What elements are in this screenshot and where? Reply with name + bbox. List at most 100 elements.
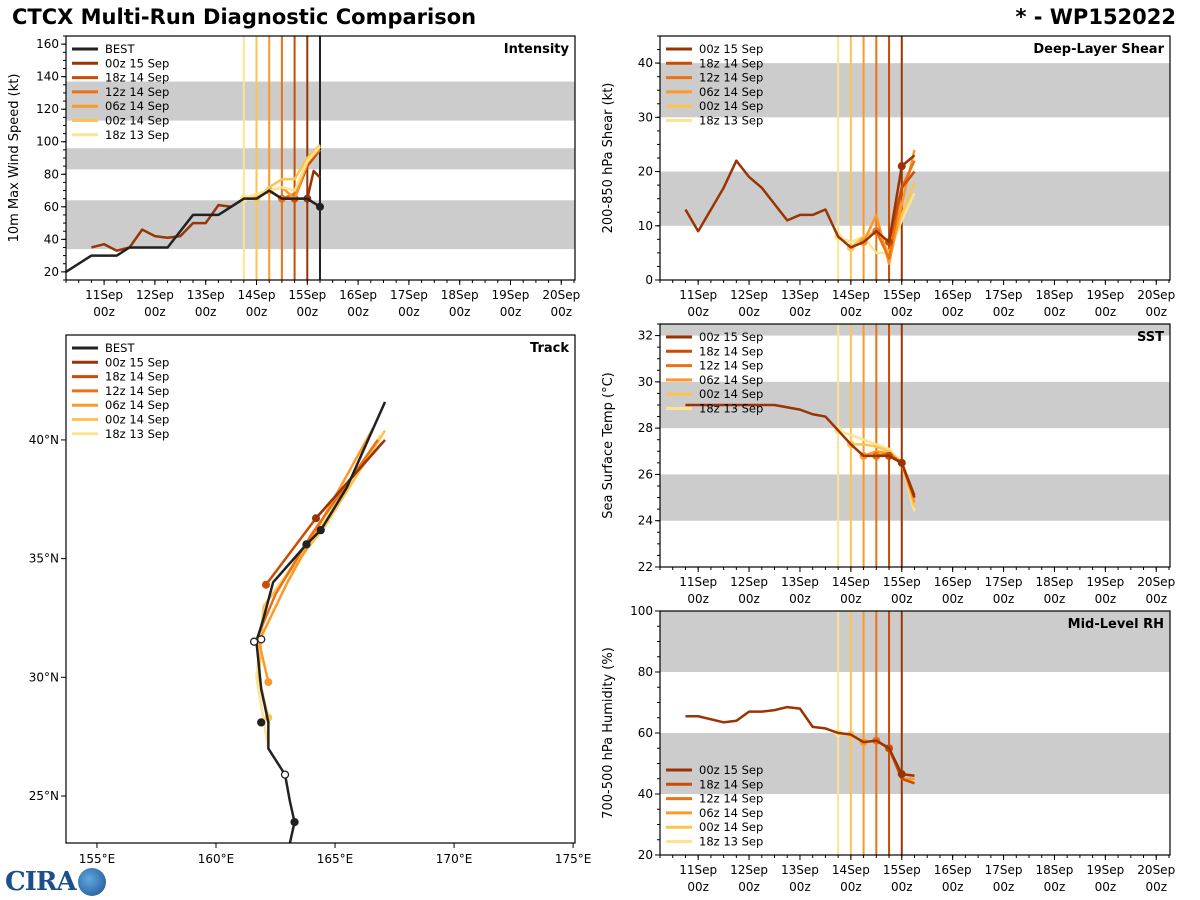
x-tick-hour: 00z bbox=[840, 592, 862, 606]
x-tick-hour: 00z bbox=[789, 305, 811, 319]
x-tick-hour: 00z bbox=[500, 305, 522, 319]
y-tick-label: 80 bbox=[44, 167, 59, 181]
legend-label: 18z 14 Sep bbox=[699, 777, 763, 791]
x-tick-hour: 00z bbox=[550, 305, 572, 319]
x-tick-label: 17Sep bbox=[985, 863, 1023, 877]
threshold-band bbox=[660, 171, 1170, 226]
series-line-00z-14-Sep bbox=[255, 144, 321, 200]
plot-area bbox=[249, 401, 387, 843]
x-tick-label: 14Sep bbox=[238, 288, 276, 302]
x-tick-label: 16Sep bbox=[934, 863, 972, 877]
y-tick-label: 32 bbox=[638, 329, 653, 343]
sst-panel: 22 24 26 28 30 32 11Sep 00z 12Sep 00z 13Sep 00z 14Se… bbox=[601, 323, 1175, 606]
y-axis-label: 700-500 hPa Humidity (%) bbox=[601, 647, 616, 819]
y-tick-label: 25°N bbox=[29, 789, 59, 803]
legend-label: 18z 13 Sep bbox=[105, 427, 169, 441]
x-tick-hour: 00z bbox=[891, 880, 913, 894]
x-tick-label: 19Sep bbox=[1086, 863, 1124, 877]
x-tick-label: 14Sep bbox=[832, 575, 870, 589]
logo-text: CIRA bbox=[5, 867, 77, 897]
best-track-point bbox=[302, 540, 311, 549]
legend-label: 12z 14 Sep bbox=[699, 359, 763, 373]
legend-label: 18z 13 Sep bbox=[105, 128, 169, 142]
x-tick-hour: 00z bbox=[738, 592, 760, 606]
legend-label: 12z 14 Sep bbox=[699, 71, 763, 85]
y-tick-label: 20 bbox=[638, 848, 653, 862]
init-point bbox=[261, 580, 270, 589]
x-tick-hour: 00z bbox=[246, 305, 268, 319]
series-line-18z-13-Sep bbox=[243, 145, 321, 200]
x-tick-hour: 00z bbox=[942, 880, 964, 894]
x-tick-hour: 00z bbox=[195, 305, 217, 319]
init-point bbox=[315, 202, 324, 211]
y-tick-label: 22 bbox=[638, 560, 653, 574]
logo-globe-icon bbox=[77, 868, 106, 896]
best-track-point bbox=[290, 817, 299, 827]
legend-label: 18z 14 Sep bbox=[105, 370, 169, 384]
series-line-BEST bbox=[66, 189, 321, 273]
x-tick-label: 12Sep bbox=[730, 288, 768, 302]
x-tick-label: 17Sep bbox=[985, 288, 1023, 302]
legend-label: 00z 15 Sep bbox=[699, 42, 763, 56]
legend-label: 06z 14 Sep bbox=[699, 85, 763, 99]
x-tick-hour: 00z bbox=[840, 880, 862, 894]
x-tick-hour: 00z bbox=[1145, 592, 1167, 606]
panel-title: Deep-Layer Shear bbox=[1033, 42, 1164, 57]
init-point bbox=[897, 458, 906, 467]
threshold-band bbox=[660, 63, 1170, 118]
x-tick-label: 20Sep bbox=[1137, 863, 1175, 877]
shear-panel: 0 10 20 30 40 11Sep 00z 12Sep 00z 13Sep 00z 14Sep 00… bbox=[601, 35, 1175, 319]
series-line-00z-14-Sep bbox=[257, 429, 387, 718]
panel-title: SST bbox=[1137, 330, 1164, 345]
legend-label: 18z 13 Sep bbox=[699, 114, 763, 128]
x-tick-label: 160°E bbox=[198, 852, 235, 866]
x-tick-hour: 00z bbox=[993, 592, 1015, 606]
x-tick-hour: 00z bbox=[891, 592, 913, 606]
x-tick-hour: 00z bbox=[687, 880, 709, 894]
x-tick-hour: 00z bbox=[144, 305, 166, 319]
legend-label: 06z 14 Sep bbox=[105, 398, 169, 412]
y-tick-label: 140 bbox=[36, 70, 59, 84]
best-track-point bbox=[257, 718, 266, 727]
x-tick-label: 13Sep bbox=[781, 575, 819, 589]
x-tick-label: 15Sep bbox=[883, 288, 921, 302]
x-tick-label: 18Sep bbox=[1036, 575, 1074, 589]
x-tick-label: 11Sep bbox=[679, 863, 717, 877]
x-tick-hour: 00z bbox=[789, 880, 811, 894]
legend-label: 12z 14 Sep bbox=[105, 85, 169, 99]
series-line-00z-15-Sep bbox=[685, 403, 916, 499]
x-tick-hour: 00z bbox=[891, 305, 913, 319]
x-tick-label: 17Sep bbox=[390, 288, 428, 302]
x-tick-label: 17Sep bbox=[985, 575, 1023, 589]
y-tick-label: 40 bbox=[44, 232, 59, 246]
series-line-06z-14-Sep bbox=[257, 427, 375, 683]
legend-label: 12z 14 Sep bbox=[105, 384, 169, 398]
plot-area bbox=[66, 36, 575, 280]
x-tick-hour: 00z bbox=[1044, 305, 1066, 319]
series-line-18z-13-Sep bbox=[837, 192, 916, 255]
x-tick-label: 19Sep bbox=[1086, 575, 1124, 589]
x-tick-label: 18Sep bbox=[1036, 288, 1074, 302]
x-tick-label: 13Sep bbox=[781, 863, 819, 877]
legend-label: 00z 15 Sep bbox=[105, 355, 169, 369]
legend-label: 18z 14 Sep bbox=[105, 71, 169, 85]
y-tick-label: 26 bbox=[638, 467, 653, 481]
legend-label: 12z 14 Sep bbox=[699, 792, 763, 806]
x-tick-hour: 00z bbox=[942, 592, 964, 606]
x-tick-label: 14Sep bbox=[832, 288, 870, 302]
x-tick-label: 18Sep bbox=[1036, 863, 1074, 877]
x-tick-hour: 00z bbox=[993, 880, 1015, 894]
plot-area bbox=[660, 611, 1170, 855]
x-tick-label: 19Sep bbox=[1086, 288, 1124, 302]
legend-label: 18z 13 Sep bbox=[699, 402, 763, 416]
x-tick-label: 155°E bbox=[79, 852, 116, 866]
legend-label: 18z 13 Sep bbox=[699, 835, 763, 849]
x-tick-hour: 00z bbox=[1095, 305, 1117, 319]
panel-title: Mid-Level RH bbox=[1068, 617, 1164, 632]
axes-frame bbox=[659, 323, 1171, 568]
threshold-band bbox=[660, 733, 1170, 794]
y-tick-label: 160 bbox=[36, 37, 59, 51]
panel-title: Track bbox=[530, 341, 569, 356]
x-tick-label: 20Sep bbox=[1137, 575, 1175, 589]
